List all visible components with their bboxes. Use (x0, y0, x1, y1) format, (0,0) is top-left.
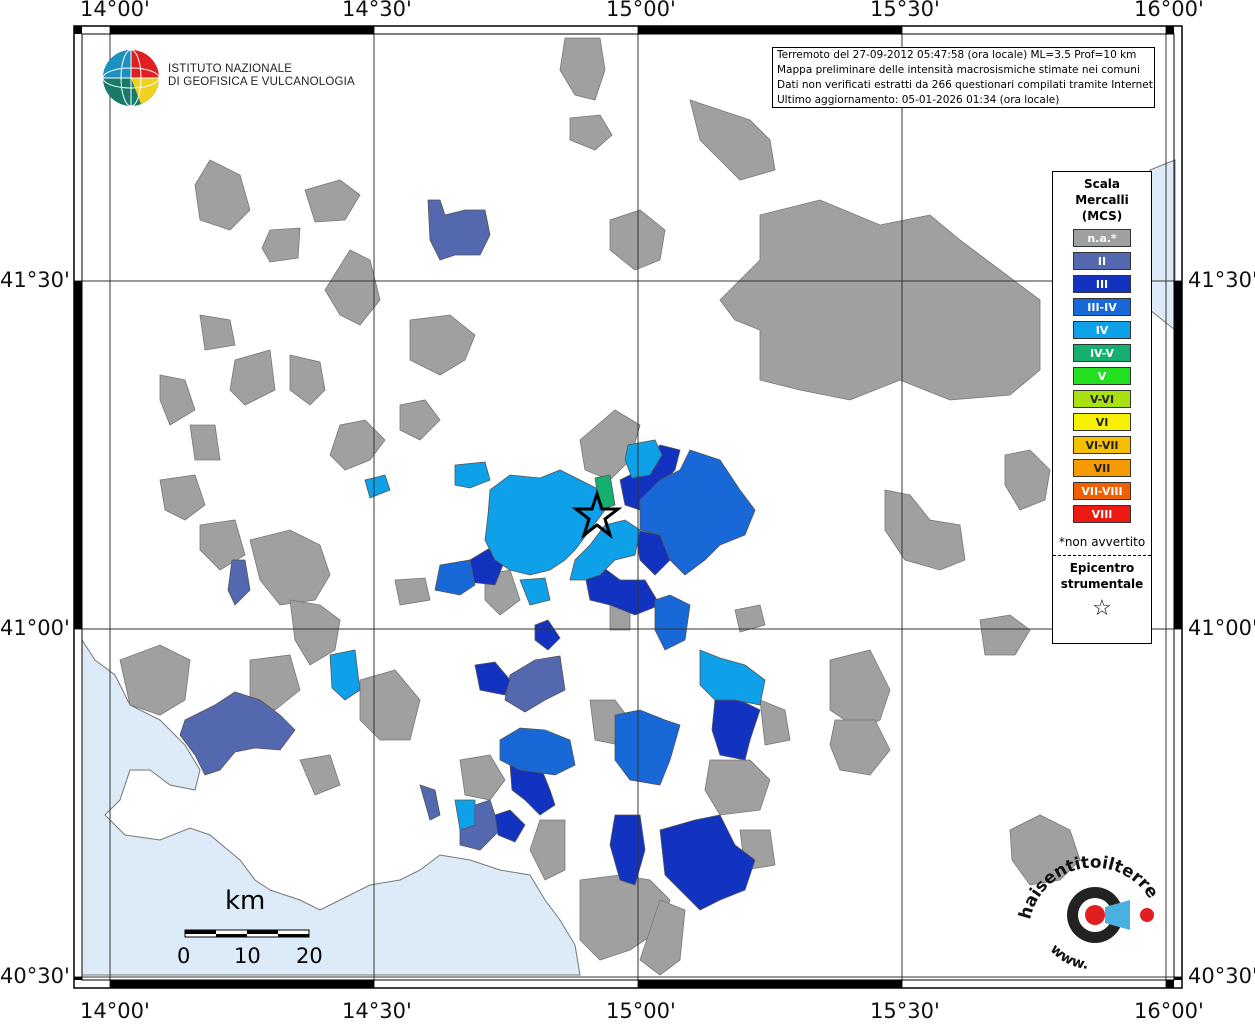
sea-area (81, 638, 581, 976)
haisentitoilterremoto-logo: haisentitoilterremoto.it www. (1010, 830, 1162, 973)
legend-note: *non avvertito (1058, 535, 1146, 549)
event-info-line1: Terremoto del 27-09-2012 05:47:58 (ora l… (777, 49, 1137, 61)
legend-title-line3: (MCS) (1081, 209, 1123, 223)
scale-tick-20: 20 (296, 944, 323, 968)
municipality-iv (454, 461, 491, 489)
na-municipalities (119, 37, 1081, 976)
municipality-iv (519, 577, 551, 606)
epicenter-star-marker (571, 489, 623, 540)
municipality-iv (454, 799, 476, 831)
lon-label-15-30-bottom: 15°30' (870, 999, 940, 1023)
lon-label-14-30-top: 14°30' (342, 0, 412, 21)
event-info-line3: Dati non verificati estratti da 266 ques… (777, 79, 1157, 91)
legend-title-line2: Mercalli (1075, 193, 1129, 207)
municipality-iii-iv (639, 449, 756, 576)
legend-item-5: IV-V (1073, 344, 1131, 362)
legend-item-9: VI-VII (1073, 436, 1131, 454)
municipality-iv (699, 649, 766, 706)
graticule (74, 26, 1182, 988)
municipality-ii (227, 559, 251, 606)
legend-item-1: II (1073, 252, 1131, 270)
lat-label-41-30-right: 41°30' (1188, 268, 1255, 292)
legend-items: n.a.* II III III-IV IV IV-V V V-VI VI VI-VII VII VI… (1053, 229, 1151, 523)
municipality-ii (179, 691, 296, 776)
event-info-box: Terremoto del 27-09-2012 05:47:58 (ora l… (772, 47, 1157, 108)
legend-item-3: III-IV (1073, 298, 1131, 316)
municipality-iv (569, 519, 641, 581)
municipality-iv (364, 474, 391, 499)
municipality-iii-iv (654, 594, 691, 651)
event-info-line4: Ultimo aggiornamento: 05-01-2026 01:34 (… (777, 94, 1060, 106)
lat-label-40-30-left: 40°30' (0, 964, 70, 988)
municipality-iii (474, 661, 511, 696)
lat-label-41-00-left: 41°00' (0, 616, 70, 640)
felt-municipalities (179, 199, 766, 911)
legend-title-line1: Scala (1083, 177, 1121, 191)
event-info-line2: Mappa preliminare delle intensità macros… (777, 64, 1140, 76)
legend-epicenter-label: Epicentro strumentale (1053, 560, 1151, 592)
municipality-iv (329, 649, 361, 701)
legend-item-11: VII-VIII (1073, 482, 1131, 500)
ingv-name-line1: ISTITUTO NAZIONALE (168, 63, 293, 75)
scale-unit: km (225, 886, 266, 916)
municipality-ii (427, 199, 491, 261)
lon-label-14-30-bottom: 14°30' (342, 999, 412, 1023)
lat-label-40-30-right: 40°30' (1188, 964, 1255, 988)
municipality-iii (609, 814, 646, 886)
legend-item-4: IV (1073, 321, 1131, 339)
legend-star-icon: ☆ (1092, 596, 1112, 621)
mcs-legend: Scala Mercalli (MCS) n.a.* II III III-IV IV I… (1052, 171, 1152, 644)
logo-brand-prefix: www. (1047, 941, 1089, 973)
lon-label-16-00-top: 16°00' (1134, 0, 1204, 21)
legend-item-0: n.a.* (1073, 229, 1131, 247)
legend-epicenter-line2: strumentale (1060, 577, 1144, 591)
lon-label-14-00-bottom: 14°00' (80, 999, 150, 1023)
map-frame (73, 25, 1183, 989)
municipality-iii-iv (434, 559, 476, 596)
legend-separator (1053, 555, 1151, 556)
scale-tick-0: 0 (177, 944, 191, 968)
ingv-name: ISTITUTO NAZIONALE DI GEOFISICA E VULCAN… (168, 63, 355, 89)
legend-item-8: VI (1073, 413, 1131, 431)
municipality-iii (659, 814, 756, 911)
legend-epicenter-line1: Epicentro (1069, 561, 1135, 575)
municipality-iv (624, 439, 663, 479)
municipality-ii (504, 655, 566, 713)
municipality-iii-iv (614, 709, 681, 786)
lon-label-15-00-bottom: 15°00' (606, 999, 676, 1023)
lon-label-14-00-top: 14°00' (80, 0, 150, 21)
lat-label-41-30-left: 41°30' (0, 268, 70, 292)
legend-item-12: VIII (1073, 505, 1131, 523)
municipality-ii (419, 784, 441, 821)
legend-item-6: V (1073, 367, 1131, 385)
lon-label-15-00-top: 15°00' (606, 0, 676, 21)
scale-bar (184, 929, 310, 938)
municipality-iv (484, 469, 606, 576)
legend-item-10: VII (1073, 459, 1131, 477)
municipality-iii-iv (499, 727, 576, 776)
ingv-globe-logo (102, 49, 160, 107)
legend-title: Scala Mercalli (MCS) (1053, 176, 1151, 224)
lat-label-41-00-right: 41°00' (1188, 616, 1255, 640)
legend-item-2: III (1073, 275, 1131, 293)
lon-label-16-00-bottom: 16°00' (1134, 999, 1204, 1023)
scale-tick-10: 10 (234, 944, 261, 968)
ingv-name-line2: DI GEOFISICA E VULCANOLOGIA (168, 76, 355, 88)
municipality-iii (534, 619, 561, 651)
lon-label-15-30-top: 15°30' (870, 0, 940, 21)
municipality-iii (494, 809, 526, 843)
legend-item-7: V-VI (1073, 390, 1131, 408)
